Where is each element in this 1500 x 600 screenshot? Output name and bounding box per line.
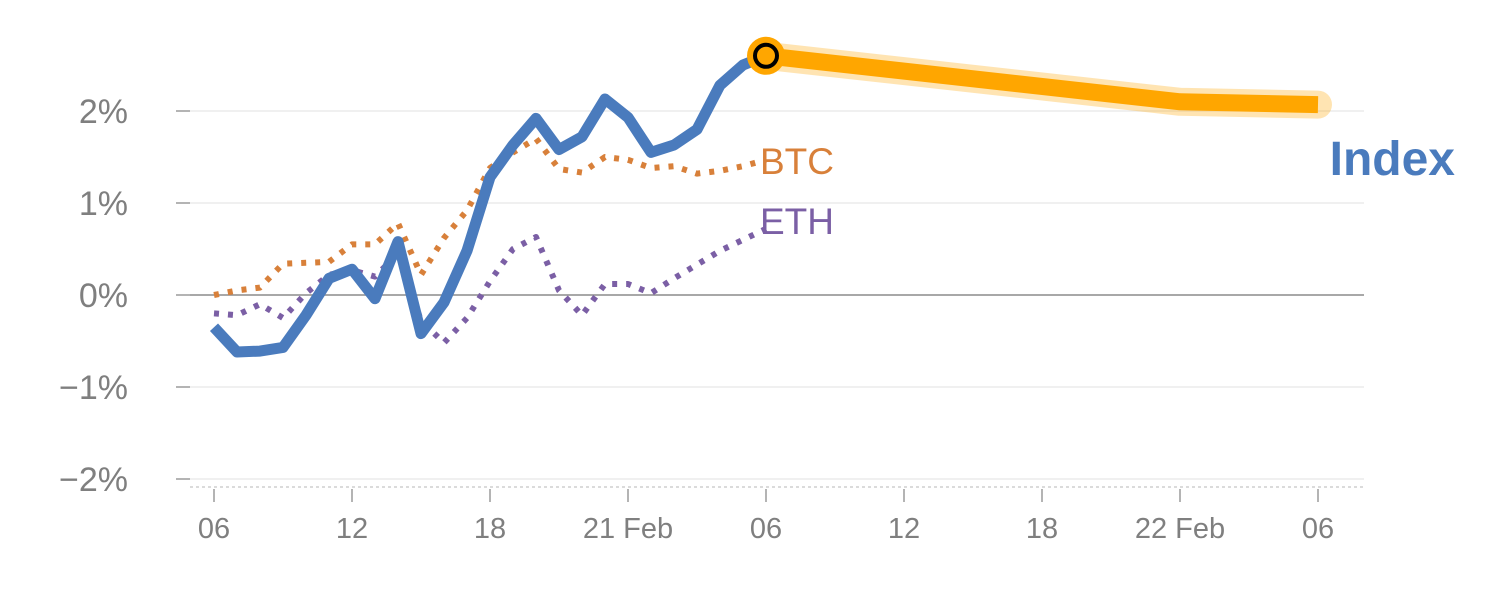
y-tick-label: 2%	[79, 93, 128, 131]
gridlines	[190, 110, 1364, 480]
x-tick-label: 06	[198, 513, 230, 545]
series-line-index	[209, 50, 769, 358]
x-tick-label: 22 Feb	[1135, 513, 1225, 545]
latest-point-halo	[747, 36, 785, 75]
series-label-btc: BTC	[760, 141, 834, 182]
series-line-btc	[213, 135, 767, 298]
series-label-index: Index	[1330, 133, 1456, 186]
series-label-eth: ETH	[760, 201, 834, 242]
latest-point-marker	[753, 42, 779, 69]
forecast-line	[765, 47, 1319, 114]
series-lines	[209, 36, 1332, 358]
axes: 2% 1% 0% −1% −2% 06 12 18 21 Feb 06 12 18 22 Feb 06	[59, 93, 1364, 545]
y-tick-label: 0%	[79, 277, 128, 315]
y-tick-label: 1%	[79, 185, 128, 223]
x-tick-label: 18	[1026, 513, 1058, 545]
x-tick-label: 21 Feb	[583, 513, 673, 545]
x-tick-label: 18	[474, 513, 506, 545]
x-tick-label: 06	[750, 513, 782, 545]
y-tick-label: −1%	[59, 369, 128, 407]
x-tick-label: 12	[888, 513, 920, 545]
series-labels: BTC ETH Index	[760, 133, 1455, 242]
y-tick-label: −2%	[59, 461, 128, 499]
x-tick-label: 06	[1302, 513, 1334, 545]
x-tick-label: 12	[336, 513, 368, 545]
